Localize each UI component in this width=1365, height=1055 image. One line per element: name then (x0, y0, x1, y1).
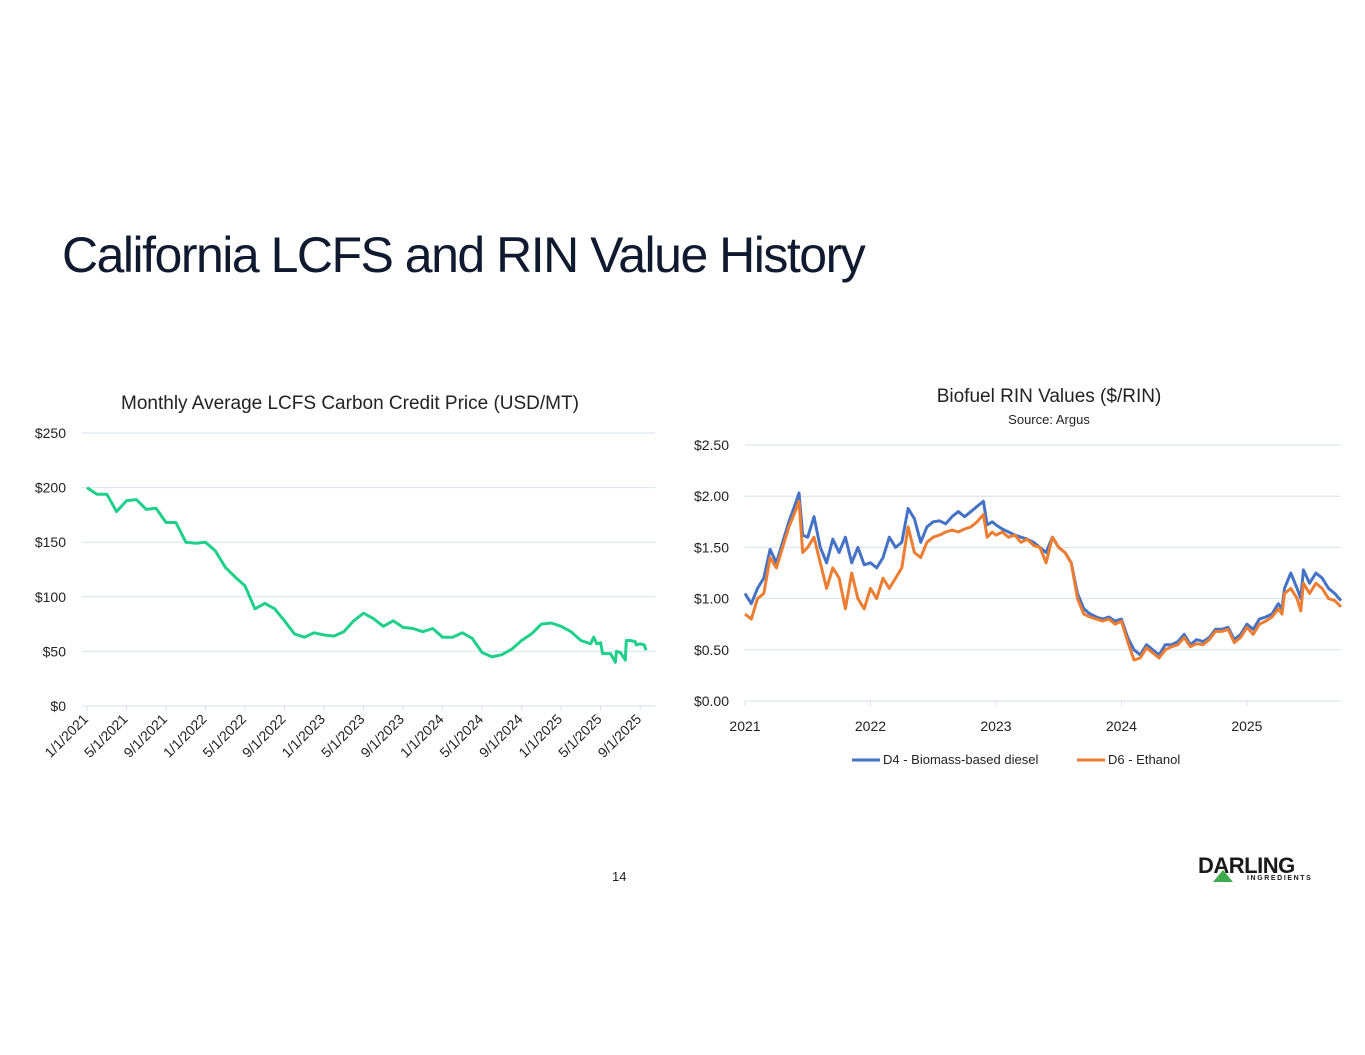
page-title: California LCFS and RIN Value History (62, 227, 866, 283)
rin-d4-line (743, 491, 1343, 657)
rin-x-tick-label: 2023 (980, 718, 1011, 734)
lcfs-x-tick-label: 9/1/2025 (594, 711, 644, 761)
rin-chart-title: Biofuel RIN Values ($/RIN) (937, 386, 1162, 407)
rin-x-tick-label: 2022 (855, 718, 886, 734)
lcfs-y-tick-label: $100 (35, 589, 66, 605)
rin-x-tick-label: 2025 (1231, 718, 1262, 734)
logo-subtitle: INGREDIENTS (1247, 875, 1313, 882)
legend-label-d6: D6 - Ethanol (1108, 752, 1180, 767)
lcfs-y-tick-label: $250 (35, 425, 66, 441)
lcfs-y-tick-label: $200 (35, 480, 66, 496)
rin-y-tick-label: $1.00 (694, 591, 729, 607)
rin-x-tick-label: 2021 (729, 718, 760, 734)
lcfs-series-line (86, 486, 648, 664)
rin-legend: D4 - Biomass-based diesel D6 - Ethanol (852, 752, 1180, 767)
lcfs-y-tick-label: $150 (35, 534, 66, 550)
page-number: 14 (612, 869, 627, 884)
darling-logo: DARLING INGREDIENTS (1198, 853, 1313, 887)
rin-y-tick-label: $0.50 (694, 642, 729, 658)
rin-y-tick-label: $2.50 (694, 437, 729, 453)
rin-y-tick-label: $1.50 (694, 539, 729, 555)
logo-triangle-icon (1213, 870, 1233, 882)
rin-chart: Biofuel RIN Values ($/RIN) Source: Argus… (694, 386, 1343, 767)
lcfs-chart: Monthly Average LCFS Carbon Credit Price… (35, 393, 655, 761)
rin-y-tick-label: $2.00 (694, 488, 729, 504)
legend-label-d4: D4 - Biomass-based diesel (883, 752, 1038, 767)
lcfs-y-tick-label: $0 (50, 698, 66, 714)
rin-chart-subtitle: Source: Argus (1008, 412, 1090, 427)
lcfs-y-tick-label: $50 (43, 643, 67, 659)
lcfs-chart-title: Monthly Average LCFS Carbon Credit Price… (121, 393, 579, 414)
rin-d6-line (744, 499, 1343, 662)
rin-x-tick-label: 2024 (1106, 718, 1137, 734)
rin-y-tick-label: $0.00 (694, 693, 729, 709)
